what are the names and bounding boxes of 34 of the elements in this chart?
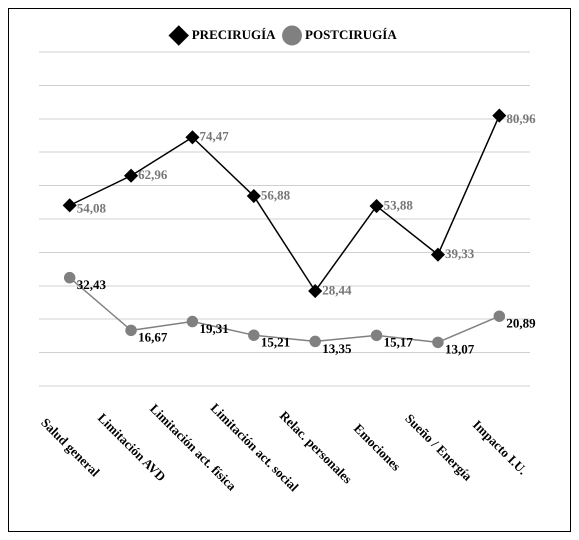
point	[186, 316, 198, 328]
data-label: 15,17	[384, 334, 414, 350]
data-label: 32,43	[76, 277, 106, 292]
data-label: 39,33	[444, 246, 475, 261]
point	[370, 330, 382, 342]
data-label: 13,07	[444, 342, 475, 357]
point	[432, 336, 444, 348]
point	[64, 272, 76, 284]
data-label: 62,96	[138, 167, 168, 182]
legend-label: POSTCIRUGÍA	[305, 26, 398, 42]
data-label: 54,08	[76, 200, 106, 216]
data-label: 16,67	[138, 330, 168, 345]
data-label: 80,96	[506, 110, 536, 126]
point	[247, 189, 261, 203]
data-label: 53,88	[384, 197, 414, 212]
data-label: 15,21	[260, 334, 290, 350]
point	[494, 310, 506, 322]
point	[370, 199, 384, 213]
point	[309, 336, 321, 348]
point	[125, 324, 137, 336]
data-label: 74,47	[199, 128, 230, 144]
point	[492, 108, 506, 122]
point	[308, 284, 322, 298]
data-label: 13,35	[322, 340, 352, 356]
point	[431, 248, 445, 262]
legend-label: PRECIRUGÍA	[192, 26, 276, 42]
point	[62, 198, 76, 212]
data-label: 56,88	[260, 187, 291, 202]
point	[124, 168, 138, 182]
point	[186, 130, 200, 144]
data-label: 20,89	[506, 316, 536, 331]
data-label: 19,31	[199, 320, 229, 336]
point	[248, 329, 260, 341]
data-label: 28,44	[322, 282, 352, 298]
